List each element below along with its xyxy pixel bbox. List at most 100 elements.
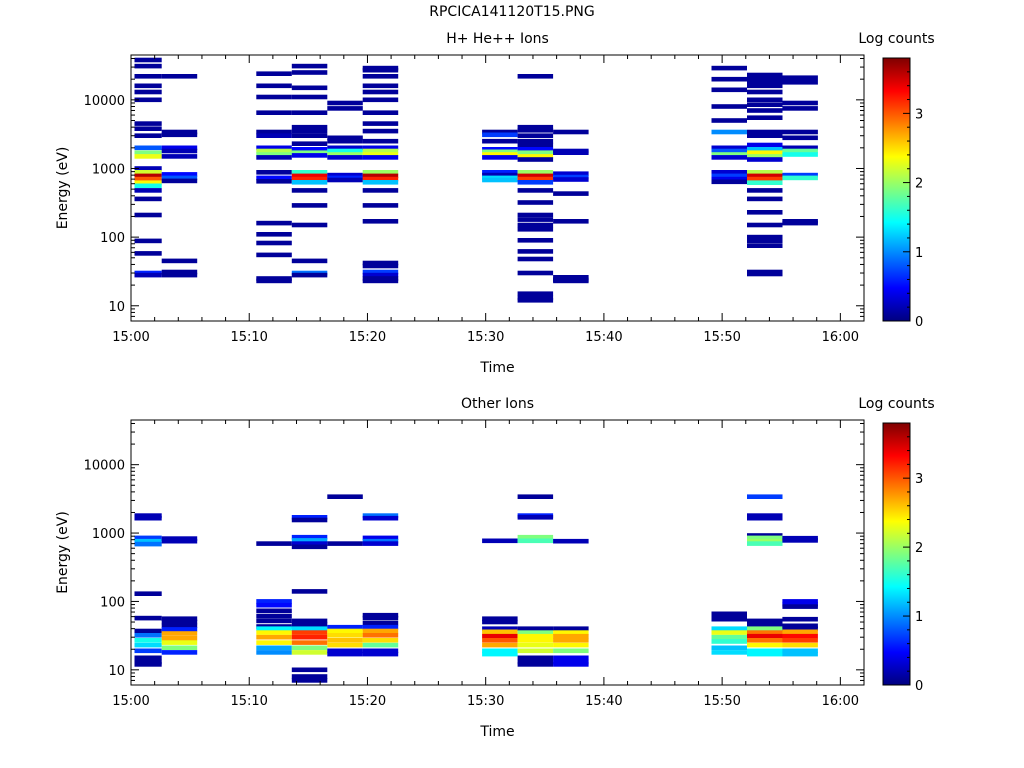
colorbar-title: Log counts xyxy=(858,396,934,412)
heatmap-cell xyxy=(291,85,328,91)
x-tick-label: 16:00 xyxy=(822,330,859,345)
heatmap-cell xyxy=(291,544,328,550)
heatmap-cell xyxy=(291,622,328,627)
heatmap-cell xyxy=(134,212,162,218)
heatmap-cell xyxy=(747,210,783,215)
heatmap-cell xyxy=(134,238,162,244)
heatmap-cell xyxy=(517,633,554,639)
heatmap-cell xyxy=(517,238,554,243)
heatmap-cell xyxy=(291,678,328,683)
heatmap-cell xyxy=(134,97,162,103)
heatmap-cell xyxy=(327,624,363,630)
heatmap-cells xyxy=(134,494,818,683)
colorbar-title: Log counts xyxy=(858,31,934,47)
heatmap-cell xyxy=(517,630,554,635)
heatmap-cell xyxy=(482,172,518,178)
heatmap-cell xyxy=(482,648,518,654)
heatmap-cell xyxy=(553,171,589,176)
heatmap-cell xyxy=(256,179,292,184)
heatmap-cell xyxy=(161,538,198,544)
heatmap-cell xyxy=(291,272,328,278)
heatmap-cell xyxy=(134,513,162,518)
heatmap-cell xyxy=(747,180,783,185)
heatmap-cell xyxy=(782,599,818,604)
heatmap-cell xyxy=(782,172,818,178)
heatmap-cell xyxy=(291,180,328,185)
heatmap-cell xyxy=(291,534,328,540)
heatmap-cell xyxy=(482,642,518,648)
heatmap-cell xyxy=(161,645,198,651)
heatmap-cell xyxy=(256,110,292,115)
heatmap-cell xyxy=(517,648,554,654)
heatmap-cell xyxy=(134,515,162,521)
heatmap-cell xyxy=(362,170,399,175)
heatmap-cell xyxy=(256,83,292,89)
heatmap-cell xyxy=(782,538,818,543)
heatmap-cell xyxy=(134,538,162,544)
heatmap-cell xyxy=(362,180,399,185)
colorbar-tick-label: 3 xyxy=(915,472,923,487)
heatmap-cell xyxy=(553,129,589,135)
heatmap-cell xyxy=(134,638,162,643)
heatmap-cell xyxy=(362,148,399,154)
heatmap-cell xyxy=(256,133,292,138)
heatmap-cell xyxy=(747,188,783,193)
heatmap-cell xyxy=(256,145,292,151)
heatmap-cell xyxy=(747,238,783,244)
heatmap-cell xyxy=(362,203,399,208)
heatmap-cell xyxy=(482,616,518,621)
heatmap-cell xyxy=(711,650,747,655)
heatmap-cell xyxy=(134,89,162,95)
heatmap-cell xyxy=(782,604,818,609)
plot-frame xyxy=(130,419,865,686)
heatmap-cell xyxy=(747,76,783,82)
heatmap-cell xyxy=(134,535,162,541)
heatmap-cell xyxy=(291,618,328,624)
heatmap-cell xyxy=(291,258,328,264)
heatmap-cell xyxy=(517,270,554,276)
heatmap-cell xyxy=(134,63,162,69)
heatmap-cell xyxy=(362,615,399,621)
heatmap-cell xyxy=(161,145,198,151)
heatmap-cell xyxy=(362,276,399,281)
heatmap-cell xyxy=(482,129,518,135)
heatmap-cell xyxy=(362,128,399,134)
heatmap-cell xyxy=(711,170,747,175)
heatmap-cell xyxy=(161,74,198,79)
heatmap-cell xyxy=(362,612,399,618)
heatmap-cell xyxy=(362,648,399,654)
heatmap-cell xyxy=(134,628,162,634)
heatmap-cell xyxy=(362,176,399,182)
heatmap-cell xyxy=(362,642,399,648)
heatmap-cell xyxy=(134,196,162,202)
heatmap-cell xyxy=(291,63,328,69)
heatmap-cell xyxy=(782,106,818,111)
colorbar-tick-label: 3 xyxy=(915,107,923,122)
heatmap-cell xyxy=(747,72,783,78)
heatmap-cell xyxy=(517,133,554,138)
heatmap-cell xyxy=(327,100,363,106)
heatmap-cell xyxy=(256,634,292,640)
heatmap-cell xyxy=(747,638,783,643)
heatmap-cell xyxy=(362,263,399,269)
y-tick-label: 100 xyxy=(100,595,125,610)
heatmap-cell xyxy=(291,147,328,152)
heatmap-cell xyxy=(747,176,783,182)
heatmap-cell xyxy=(256,599,292,604)
heatmap-cell xyxy=(291,541,328,546)
heatmap-cell xyxy=(134,74,162,79)
y-tick-label: 1000 xyxy=(92,162,125,177)
heatmap-cell xyxy=(553,642,589,648)
x-axis: 15:00 15:10 15:20 15:30 15:40 15:50 16:00 xyxy=(112,55,865,345)
heatmap-cell xyxy=(711,616,747,622)
heatmap-cell xyxy=(482,177,518,183)
heatmap-cell xyxy=(517,655,554,661)
heatmap-cell xyxy=(782,616,818,622)
heatmap-cell xyxy=(747,535,783,541)
heatmap-cell xyxy=(517,291,554,296)
heatmap-cell xyxy=(161,635,198,641)
heatmap-cell xyxy=(291,133,328,138)
heatmap-cell xyxy=(291,203,328,208)
heatmap-cell xyxy=(134,83,162,89)
heatmap-cell xyxy=(134,150,162,155)
